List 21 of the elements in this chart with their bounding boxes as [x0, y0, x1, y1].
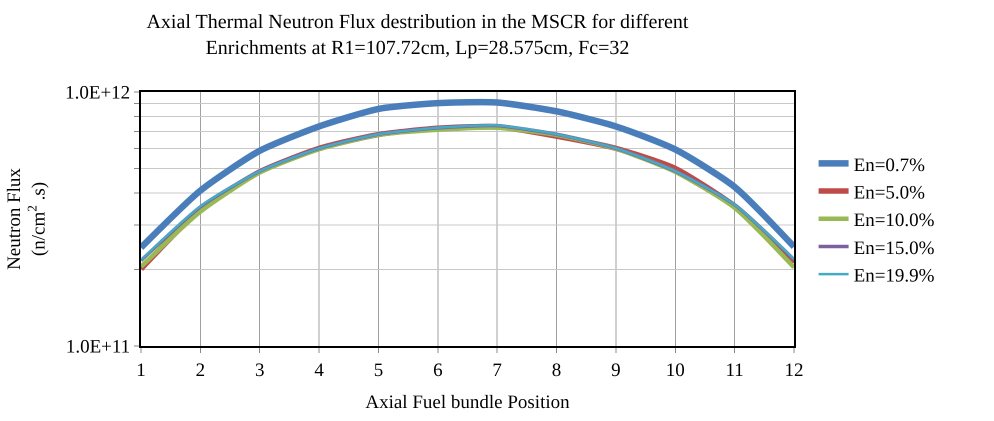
x-tick-label: 5	[374, 360, 384, 381]
x-tick-label: 11	[725, 360, 744, 381]
y-tick-label: 1.0E+12	[65, 82, 130, 104]
legend-label: En=5.0%	[854, 182, 926, 204]
x-tick-label: 6	[433, 360, 443, 381]
x-tick-label: 1	[136, 360, 146, 381]
legend-label: En=10.0%	[854, 210, 935, 232]
x-tick-label: 9	[611, 360, 621, 381]
x-tick-label: 3	[254, 360, 264, 381]
chart-title: Axial Thermal Neutron Flux destribution in the MSCR for different Enrichments at R1=107.72cm, Lp=28.575cm, Fc=32	[146, 11, 689, 60]
legend-label: En=15.0%	[854, 238, 935, 259]
x-tick-label: 8	[552, 360, 562, 381]
x-tick-label: 7	[492, 360, 502, 381]
legend-label: En=0.7%	[854, 154, 926, 176]
x-tick-label: 12	[784, 360, 804, 381]
x-tick-label: 2	[196, 360, 206, 381]
legend-label: En=19.9%	[854, 266, 935, 287]
x-axis-title: Axial Fuel bundle Position	[365, 392, 570, 414]
x-tick-label: 10	[666, 360, 685, 381]
x-tick-label: 4	[314, 360, 324, 381]
y-tick-label: 1.0E+11	[66, 336, 130, 358]
